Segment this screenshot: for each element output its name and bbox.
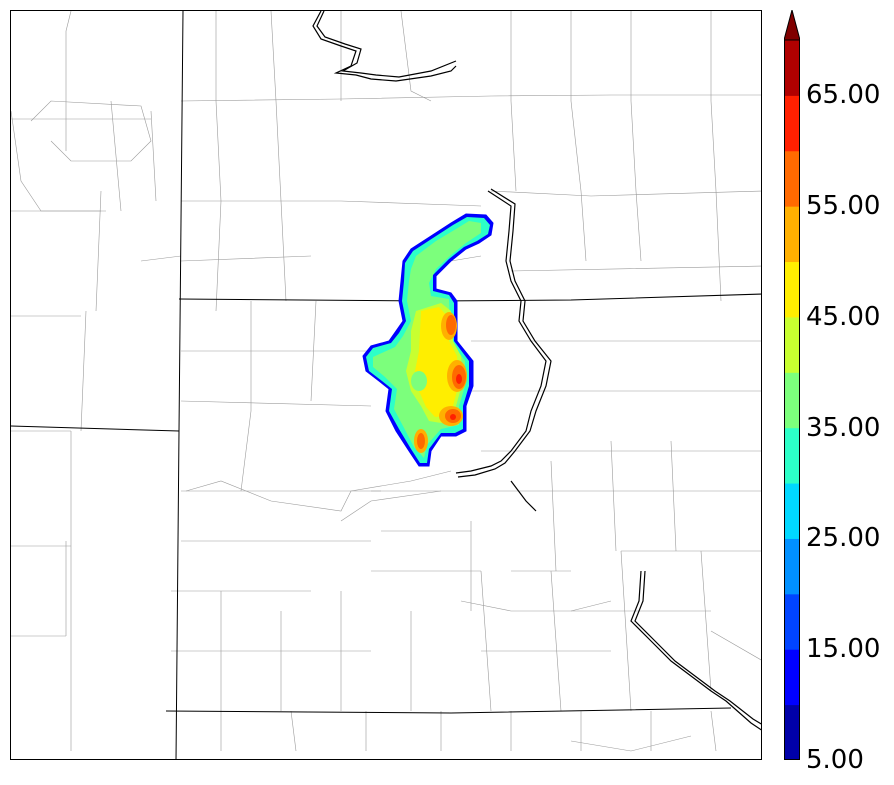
- colorbar-extend-arrow: [784, 10, 800, 41]
- colorbar-segment: [784, 95, 800, 152]
- colorbar-segment: [784, 372, 800, 429]
- rivers: [312, 11, 761, 731]
- colorbar-segment: [784, 150, 800, 207]
- colorbar-segment: [784, 704, 800, 760]
- colorbar-segment: [784, 261, 800, 318]
- state-boundaries: [11, 11, 761, 759]
- colorbar-segment: [784, 206, 800, 263]
- core-60a: [456, 374, 462, 384]
- core-40: [411, 371, 427, 391]
- colorbar-segment: [784, 316, 800, 373]
- colorbar-border: [784, 39, 800, 760]
- colorbar-segment: [784, 483, 800, 539]
- core-55a: [446, 315, 456, 335]
- core-55d: [417, 433, 425, 449]
- colorbar-segment: [784, 538, 800, 595]
- colorbar-tick-label: 45.00: [806, 301, 881, 332]
- radar-field: [362, 213, 494, 467]
- colorbar-tick-label: 65.00: [806, 80, 881, 111]
- county-boundaries: [11, 11, 761, 752]
- core-60b: [450, 414, 456, 420]
- colorbar-tick-label: 35.00: [806, 412, 881, 443]
- colorbar-tick-label: 5.00: [806, 745, 864, 775]
- colorbar-tick-label: 55.00: [806, 191, 881, 222]
- colorbar-tick-label: 15.00: [806, 634, 881, 665]
- colorbar-segment: [784, 649, 800, 706]
- colorbar-segment: [784, 427, 800, 484]
- map-panel: [10, 10, 762, 760]
- map-canvas: [11, 11, 761, 759]
- colorbar: [784, 10, 800, 760]
- colorbar-tick-labels: 5.00 15.00 25.00 35.00 45.00 55.00 65.00: [806, 0, 894, 785]
- colorbar-segment: [784, 40, 800, 96]
- colorbar-tick-label: 25.00: [806, 523, 881, 554]
- colorbar-segment: [784, 593, 800, 650]
